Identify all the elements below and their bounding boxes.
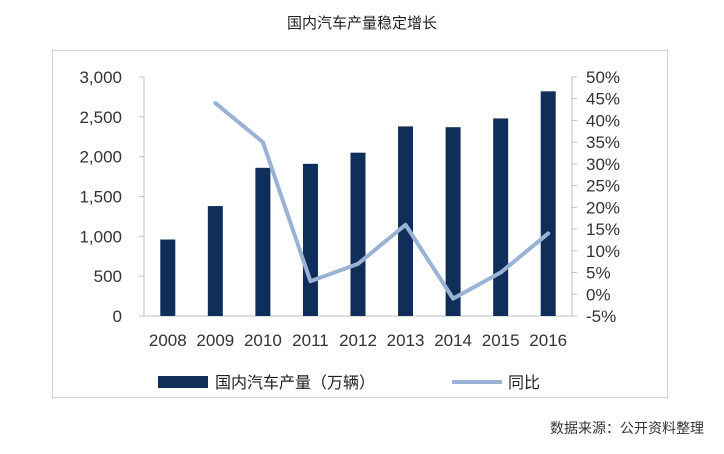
growth-line	[213, 101, 551, 301]
right-tick-label: 45%	[586, 90, 620, 109]
bar-2010	[255, 167, 271, 316]
right-tick-label: 20%	[586, 198, 620, 217]
left-tick-labels: 0 500 1,000 1,500 2,000 2,500 3,000	[79, 68, 122, 326]
bar-2013	[398, 126, 414, 316]
right-tick-label: 15%	[586, 220, 620, 239]
right-tick-label: 40%	[586, 111, 620, 130]
right-tick-label: 25%	[586, 177, 620, 196]
growth-line-path	[213, 101, 551, 301]
bar-2012	[350, 152, 366, 316]
x-tick-label: 2009	[196, 331, 234, 350]
left-tick-label: 0	[113, 307, 122, 326]
bar-2008	[160, 239, 176, 316]
x-tick-label: 2010	[244, 331, 282, 350]
x-tick-label: 2015	[482, 331, 520, 350]
right-tick-label: 5%	[586, 264, 611, 283]
right-tick-label: 30%	[586, 155, 620, 174]
bar-2011	[302, 163, 318, 316]
right-tick-labels: -5% 0% 5% 10% 15% 20% 25% 30% 35% 40% 45% 50%	[586, 68, 620, 326]
right-tick-label: 0%	[586, 285, 611, 304]
chart-title: 国内汽车产量稳定增长	[286, 14, 437, 32]
x-tick-label: 2008	[149, 331, 187, 350]
legend: 国内汽车产量（万辆） 同比	[158, 373, 540, 392]
x-tick-labels: 2008 2009 2010 2011 2012 2013 2014 2015 2016	[149, 331, 567, 350]
left-tick-label: 1,000	[79, 227, 122, 246]
bars	[160, 91, 556, 316]
right-tick-label: 50%	[586, 68, 620, 87]
legend-bar-swatch	[158, 376, 208, 388]
x-tick-label: 2011	[292, 331, 329, 350]
left-tick-label: 2,000	[79, 148, 122, 167]
bar-2016	[540, 91, 556, 316]
legend-line-label: 同比	[508, 373, 540, 392]
x-tick-label: 2012	[339, 331, 377, 350]
legend-bar-label: 国内汽车产量（万辆）	[215, 373, 375, 392]
bar-2009	[207, 206, 223, 316]
x-tick-label: 2014	[434, 331, 472, 350]
left-tick-label: 2,500	[79, 108, 122, 127]
right-tick-label: 10%	[586, 242, 620, 261]
x-tick-label: 2013	[387, 331, 425, 350]
source-note: 数据来源：公开资料整理	[550, 421, 704, 437]
left-tick-label: 500	[94, 267, 122, 286]
right-tick-label: -5%	[586, 307, 616, 326]
left-tick-label: 3,000	[79, 68, 122, 87]
x-tick-label: 2016	[529, 331, 567, 350]
left-tick-label: 1,500	[79, 188, 122, 207]
right-tick-label: 35%	[586, 133, 620, 152]
bar-2014	[445, 127, 461, 316]
bar-2015	[493, 118, 509, 316]
